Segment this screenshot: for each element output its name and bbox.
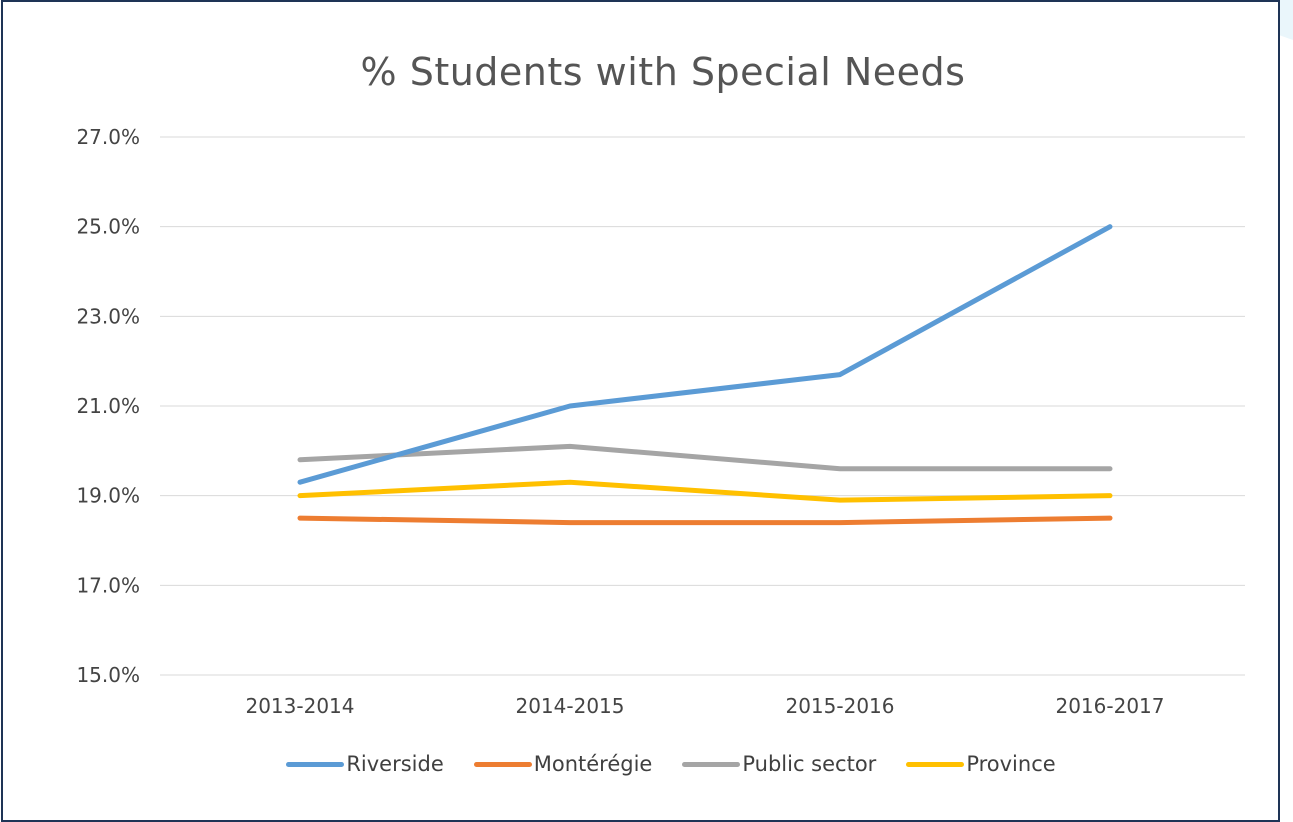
y-tick-label: 25.0% — [76, 215, 140, 239]
legend-label-monteregie: Montérégie — [533, 752, 653, 776]
y-tick-label: 17.0% — [76, 573, 140, 597]
chart-title: % Students with Special Needs — [360, 50, 966, 94]
y-tick-label: 21.0% — [76, 394, 140, 418]
legend-label-province: Province — [966, 752, 1056, 776]
y-tick-label: 19.0% — [76, 484, 140, 508]
legend-swatch-monteregie — [473, 761, 532, 767]
legend-label-public-sector: Public sector — [742, 752, 877, 776]
series-line-riverside — [297, 224, 1113, 485]
series-line-province — [297, 479, 1113, 503]
y-tick-label: 15.0% — [76, 663, 140, 687]
legend-item-province: Province — [906, 752, 1056, 776]
legend-item-public-sector: Public sector — [682, 752, 876, 776]
x-tick-label: 2015-2016 — [785, 694, 894, 718]
legend-label-riverside: Riverside — [346, 752, 444, 776]
x-tick-label: 2013-2014 — [245, 694, 354, 718]
legend-item-monteregie: Montérégie — [473, 752, 653, 776]
series-line-monteregie — [297, 515, 1113, 526]
legend-swatch-riverside — [286, 761, 345, 767]
legend-swatch-public-sector — [682, 761, 741, 767]
y-tick-label: 23.0% — [76, 304, 140, 328]
series-line-public-sector — [297, 443, 1113, 472]
legend-swatch-province — [906, 761, 965, 767]
legend: Riverside Montérégie Public sector Provi… — [0, 752, 1293, 776]
y-tick-label: 27.0% — [76, 125, 140, 149]
x-tick-label: 2014-2015 — [515, 694, 624, 718]
legend-item-riverside: Riverside — [286, 752, 444, 776]
x-tick-label: 2016-2017 — [1055, 694, 1164, 718]
